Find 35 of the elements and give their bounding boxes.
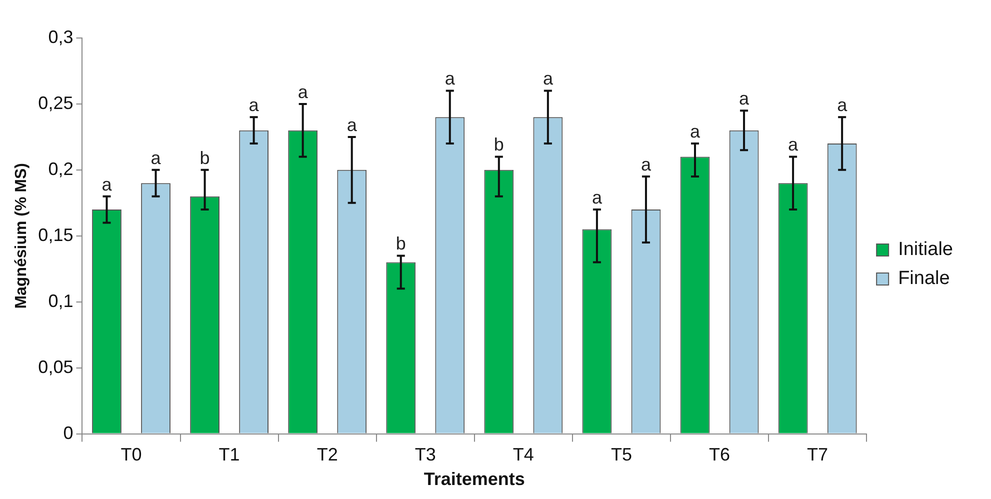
y-tick-label: 0,05 xyxy=(38,356,74,377)
x-tick-label: T5 xyxy=(610,444,632,465)
x-tick-label: T7 xyxy=(807,444,828,465)
x-tick-label: T0 xyxy=(120,444,142,465)
x-tick-label: T3 xyxy=(414,444,436,465)
y-axis-title: Magnésium (% MS) xyxy=(13,163,30,309)
data-label: a xyxy=(150,148,162,168)
data-label: a xyxy=(690,122,701,142)
data-label: b xyxy=(200,148,210,168)
y-tick-label: 0,15 xyxy=(38,224,74,245)
data-label: a xyxy=(788,134,800,155)
y-tick-label: 0,25 xyxy=(38,92,74,113)
y-tick-label: 0 xyxy=(63,422,74,443)
data-label: a xyxy=(102,174,113,194)
data-label: a xyxy=(444,68,456,89)
data-label: a xyxy=(837,95,848,116)
legend-label: Initiale xyxy=(898,239,953,260)
data-label: a xyxy=(248,95,260,116)
x-tick-label: T2 xyxy=(316,444,338,465)
x-axis-title: Traitements xyxy=(424,469,525,490)
data-label: a xyxy=(542,68,554,89)
y-tick-label: 0,2 xyxy=(48,158,74,179)
data-label: a xyxy=(298,82,309,102)
x-tick-label: T4 xyxy=(512,444,534,465)
y-tick-label: 0,1 xyxy=(48,290,74,311)
data-label: a xyxy=(640,154,652,174)
y-tick-label: 0,3 xyxy=(48,26,74,47)
data-label: b xyxy=(494,134,504,155)
data-label: b xyxy=(396,234,406,254)
data-label: a xyxy=(346,114,358,135)
x-tick-label: T6 xyxy=(709,444,730,465)
legend-label: Finale xyxy=(898,268,950,290)
x-tick-label: T1 xyxy=(218,444,240,465)
data-label: a xyxy=(592,187,603,208)
data-label: a xyxy=(739,88,750,109)
